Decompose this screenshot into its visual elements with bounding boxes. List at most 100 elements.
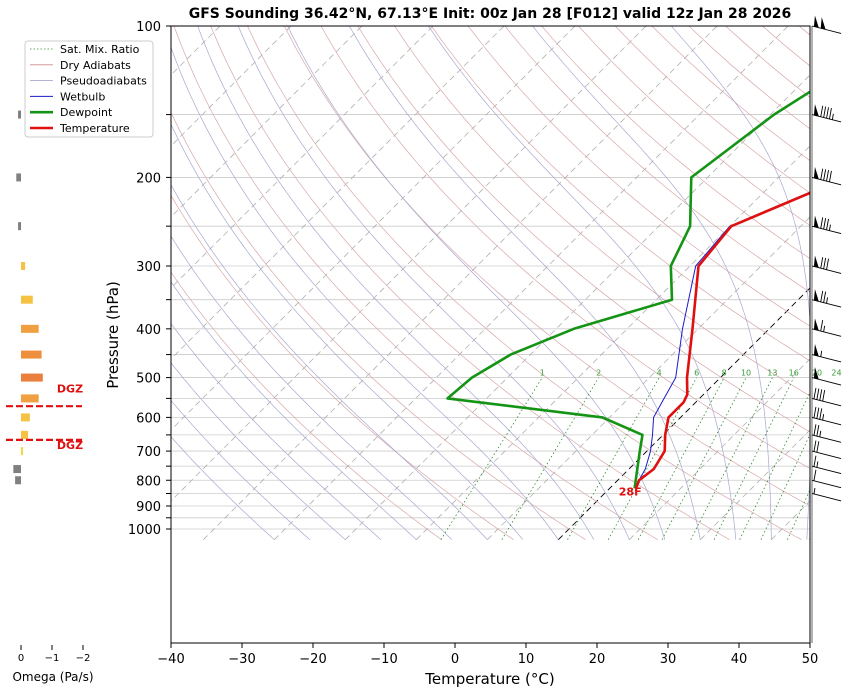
wind-barb (811, 367, 842, 386)
mixing-ratio-label: 2 (596, 369, 601, 378)
mixing-ratio-label: 10 (741, 369, 751, 378)
omega-tick-label: −2 (76, 653, 91, 664)
isotherm-line (274, 26, 789, 540)
mixing-ratio-label: 13 (767, 369, 777, 378)
mixing-ratio-label: 16 (789, 369, 799, 378)
omega-bar (21, 373, 43, 382)
pseudoadiabat (171, 46, 559, 540)
y-tick-label: 600 (136, 411, 161, 426)
pseudoadiabat (171, 399, 311, 540)
omega-bar (21, 430, 29, 439)
x-tick-label: 50 (802, 652, 819, 667)
mixing-ratio-label: 4 (657, 369, 662, 378)
dry-adiabat (320, 26, 810, 469)
y-tick-label: 900 (136, 500, 161, 515)
y-tick-label: 1000 (128, 523, 161, 538)
mixing-ratio-label: 8 (722, 369, 727, 378)
pseudoadiabat (671, 26, 810, 540)
wind-barb (811, 455, 842, 475)
omega-panel: DGZ DGZ 0 −1 −2 (6, 110, 91, 664)
isotherm-line (629, 358, 810, 540)
mixing-ratio-line (501, 377, 600, 540)
dry-adiabat (431, 26, 810, 362)
mixing-ratio-line (637, 377, 725, 540)
legend-label: Wetbulb (60, 90, 105, 103)
x-tick-label: 0 (451, 652, 459, 667)
dry-adiabat (357, 26, 810, 433)
omega-bar (21, 324, 39, 333)
mixing-ratio-line (661, 377, 747, 540)
isotherm-line (203, 26, 718, 540)
dry-adiabat (541, 26, 810, 259)
legend-label: Pseudoadiabats (60, 75, 147, 88)
pseudoadiabat (428, 26, 737, 540)
x-tick-label: 20 (589, 652, 606, 667)
isotherm-line (700, 429, 810, 540)
plot-frame (170, 25, 811, 644)
mixing-ratio-line (440, 377, 543, 540)
y-tick-label: 100 (136, 20, 161, 35)
legend-label: Sat. Mix. Ratio (60, 43, 140, 56)
mixing-ratio-line (739, 391, 810, 540)
wind-barb (811, 215, 842, 235)
mixing-ratio-label: 24 (831, 369, 841, 378)
dewpoint-line (446, 90, 810, 489)
y-tick-label: 200 (136, 171, 161, 186)
omega-bar (21, 295, 33, 304)
wind-barb (811, 104, 842, 123)
wind-barb (811, 289, 842, 308)
pseudoadiabat (197, 26, 595, 540)
isotherm-line (171, 26, 505, 360)
isotherm-line (771, 500, 810, 540)
y-axis-label: Pressure (hPa) (104, 281, 122, 389)
dry-adiabat (798, 26, 810, 36)
wind-barb (811, 255, 842, 274)
x-axis-label: Temperature (°C) (424, 670, 554, 688)
wind-barbs (811, 15, 842, 643)
dry-adiabat (504, 26, 810, 293)
pseudoadiabat (171, 322, 382, 540)
legend: Sat. Mix. Ratio Dry Adiabats Pseudoadiabat… (24, 40, 154, 138)
x-tick-label: −40 (157, 652, 184, 667)
mixing-ratio-line (760, 433, 810, 540)
omega-bar (18, 222, 21, 231)
dry-adiabat (467, 26, 810, 327)
dgz-label: DGZ (57, 439, 83, 452)
pseudoadiabat (171, 281, 417, 540)
wind-barb (811, 440, 842, 459)
pseudoadiabat (287, 26, 666, 540)
mixing-ratio-label: 6 (694, 369, 699, 378)
wind-barb (811, 166, 842, 186)
x-tick-label: 40 (731, 652, 748, 667)
dry-adiabat (394, 26, 810, 397)
dry-adiabat (283, 26, 810, 507)
omega-bar (21, 350, 42, 359)
omega-bar (18, 110, 21, 119)
dry-adiabat (651, 26, 810, 162)
omega-bar (21, 261, 26, 270)
pseudoadiabat (237, 26, 630, 540)
wind-barb (811, 424, 842, 443)
isotherm-line (171, 26, 292, 147)
omega-bar (15, 476, 21, 485)
omega-bar (21, 413, 30, 422)
dry-adiabat (171, 111, 586, 540)
y-tick-label: 800 (136, 474, 161, 489)
y-tick-label: 500 (136, 372, 161, 387)
background-lines (171, 26, 850, 541)
wind-barb (811, 15, 842, 34)
omega-bar (13, 465, 21, 474)
chart-title: GFS Sounding 36.42°N, 67.13°E Init: 00z … (189, 6, 792, 22)
mixing-ratio-line (607, 377, 697, 540)
pseudoadiabat (832, 26, 850, 540)
x-tick-label: −30 (228, 652, 255, 667)
y-tick-label: 700 (136, 445, 161, 460)
dry-adiabat (171, 271, 442, 540)
pseudoadiabat (171, 235, 453, 540)
y-tick-label: 400 (136, 323, 161, 338)
pseudoadiabat (532, 26, 772, 540)
dgz-label: DGZ (57, 382, 83, 395)
legend-box (24, 40, 154, 138)
